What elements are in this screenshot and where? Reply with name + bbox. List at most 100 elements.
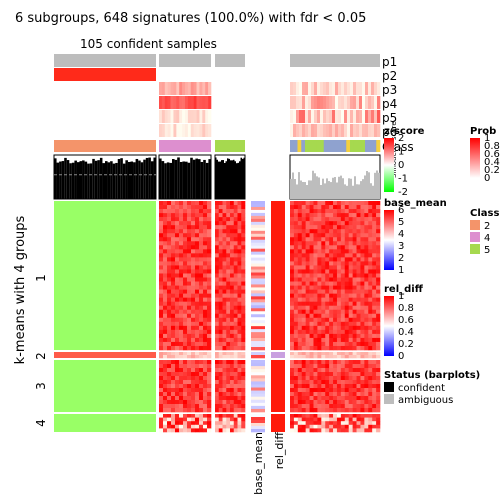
heat-cell [187, 273, 192, 278]
base-mean-cell [251, 402, 265, 407]
heat-cell [360, 285, 365, 290]
heat-cell [191, 388, 196, 393]
heat-cell [360, 245, 365, 250]
prob-cell [187, 82, 192, 95]
heat-cell [226, 269, 231, 274]
heat-cell [207, 265, 212, 270]
heat-cell [364, 345, 369, 351]
heat-cell [301, 261, 306, 266]
heat-cell [187, 309, 192, 315]
heat-cell [293, 253, 299, 258]
heat-cell [309, 221, 314, 226]
heat-cell [290, 368, 295, 373]
heat-cell [241, 221, 246, 226]
heat-cell [368, 237, 373, 242]
silhouette-bar [290, 178, 292, 199]
heat-cell [352, 396, 357, 401]
heat-cell [290, 301, 295, 307]
heat-cell [305, 364, 310, 369]
heat-cell [191, 305, 196, 311]
heat-cell [293, 205, 299, 210]
heat-cell [340, 337, 346, 343]
heat-cell [325, 305, 330, 311]
heat-cell [222, 364, 227, 369]
heat-cell [237, 424, 242, 429]
heat-cell [215, 414, 220, 418]
heat-cell [329, 384, 334, 389]
heat-cell [203, 355, 208, 359]
heat-cell [167, 372, 172, 377]
heat-cell [313, 253, 318, 258]
prob-cell [167, 82, 171, 95]
heat-cell [175, 269, 180, 274]
heat-cell [301, 241, 306, 246]
heat-cell [159, 421, 164, 426]
heat-cell [340, 325, 346, 331]
prob-cell [323, 82, 327, 95]
heat-cell [348, 428, 353, 433]
heat-cell [222, 257, 227, 262]
heat-cell [175, 313, 180, 319]
heat-cell [187, 414, 192, 418]
heat-cell [340, 352, 346, 356]
heat-cell [199, 225, 204, 230]
heat-cell [372, 281, 377, 286]
heat-cell [230, 428, 235, 433]
heat-cell [321, 388, 326, 393]
heat-cell [309, 417, 314, 422]
heat-cell [207, 285, 212, 290]
prob-cell [208, 124, 212, 137]
heat-cell [203, 229, 208, 234]
heat-cell [159, 253, 164, 258]
heat-cell [352, 414, 357, 418]
heat-cell [230, 253, 235, 258]
bottom-label-rel-diff: rel_diff [273, 432, 286, 470]
heat-cell [317, 396, 322, 401]
heat-cell [226, 317, 231, 323]
heat-cell [360, 261, 365, 266]
heat-cell [376, 305, 381, 311]
heat-cell [297, 364, 303, 369]
heat-cell [325, 355, 330, 359]
heat-cell [372, 209, 377, 214]
heat-cell [215, 384, 220, 389]
heat-cell [191, 355, 196, 359]
heat-cell [159, 293, 164, 298]
heat-cell [233, 380, 238, 385]
heat-cell [187, 201, 192, 206]
base-mean-cell [251, 296, 265, 300]
heat-cell [309, 281, 314, 286]
heat-cell [313, 233, 318, 238]
heat-cell [313, 352, 318, 356]
heat-cell [203, 396, 208, 401]
heat-cell [356, 404, 361, 409]
heat-cell [215, 241, 220, 246]
heat-cell [325, 396, 330, 401]
heat-cell [163, 408, 168, 413]
prob-cell [311, 82, 315, 95]
heat-cell [237, 321, 242, 327]
heat-cell [321, 205, 326, 210]
heat-cell [336, 241, 342, 246]
legend-tick: 4 [398, 229, 404, 240]
heat-cell [183, 424, 188, 429]
heat-cell [360, 424, 365, 429]
heat-cell [321, 400, 326, 405]
heat-cell [207, 309, 212, 315]
heat-cell [241, 360, 246, 365]
heat-cell [163, 360, 168, 365]
heat-cell [230, 404, 235, 409]
heat-cell [340, 329, 346, 335]
heat-cell [348, 273, 353, 278]
heat-cell [329, 313, 334, 319]
heat-cell [313, 241, 318, 246]
heat-cell [167, 205, 172, 210]
heat-cell [344, 321, 349, 327]
heat-cell [215, 345, 220, 351]
heat-cell [207, 388, 212, 393]
heat-cell [368, 417, 373, 422]
heat-cell [195, 249, 200, 254]
heat-cell [167, 305, 172, 311]
heat-cell [293, 249, 299, 254]
